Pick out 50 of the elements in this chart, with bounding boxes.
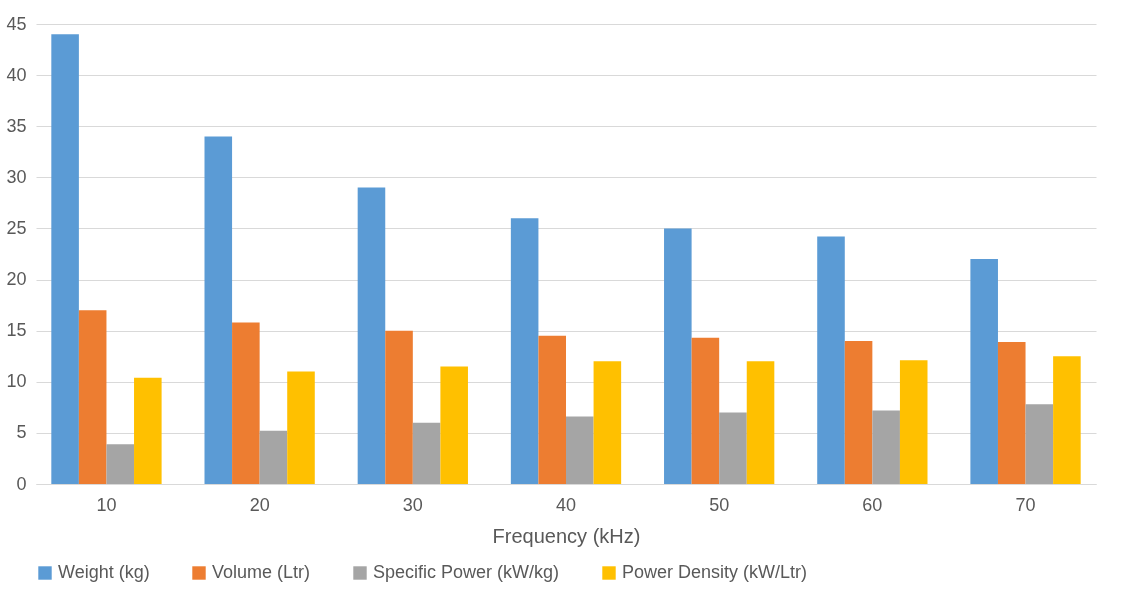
bar bbox=[719, 412, 747, 484]
bar bbox=[1053, 356, 1081, 484]
bar bbox=[440, 366, 468, 484]
x-tick-label: 60 bbox=[862, 494, 883, 515]
bar bbox=[510, 218, 539, 484]
x-tick-label: 10 bbox=[96, 494, 117, 515]
bar bbox=[357, 187, 386, 484]
bar bbox=[1025, 404, 1054, 484]
bar bbox=[385, 330, 413, 484]
bar bbox=[78, 310, 107, 484]
y-tick-label: 20 bbox=[6, 269, 27, 290]
y-tick-label: 5 bbox=[16, 422, 27, 443]
legend-label: Power Density (kW/Ltr) bbox=[622, 562, 808, 582]
bar bbox=[287, 371, 315, 484]
bar bbox=[566, 416, 594, 484]
x-tick-label: 50 bbox=[709, 494, 730, 515]
y-tick-label: 25 bbox=[6, 217, 27, 238]
bar bbox=[844, 340, 873, 484]
legend-label: Weight (kg) bbox=[58, 562, 150, 582]
legend-label: Volume (Ltr) bbox=[212, 562, 311, 582]
bar bbox=[997, 341, 1026, 484]
bar bbox=[691, 337, 720, 484]
bar bbox=[538, 335, 566, 484]
bar bbox=[593, 361, 622, 484]
bar bbox=[664, 228, 692, 484]
legend-label: Specific Power (kW/kg) bbox=[373, 562, 560, 582]
x-tick-label: 70 bbox=[1015, 494, 1036, 515]
bar bbox=[872, 410, 900, 484]
x-tick-label: 40 bbox=[555, 494, 577, 515]
bar bbox=[106, 444, 135, 484]
bar bbox=[746, 361, 775, 484]
y-tick-label: 30 bbox=[6, 166, 27, 187]
bar bbox=[817, 236, 845, 484]
bar bbox=[51, 34, 79, 484]
y-tick-label: 45 bbox=[6, 13, 27, 34]
bar bbox=[970, 259, 998, 484]
y-tick-label: 10 bbox=[6, 371, 27, 392]
bar bbox=[412, 422, 441, 484]
y-tick-label: 0 bbox=[16, 473, 27, 494]
y-tick-label: 40 bbox=[6, 64, 27, 85]
bar bbox=[259, 430, 288, 484]
x-tick-label: 20 bbox=[249, 494, 270, 515]
bar bbox=[204, 136, 233, 484]
x-tick-label: 30 bbox=[402, 494, 423, 515]
bar bbox=[232, 322, 260, 484]
bar bbox=[134, 377, 162, 484]
x-axis-title: Frequency (kHz) bbox=[492, 524, 641, 547]
bar bbox=[899, 360, 928, 484]
y-tick-label: 15 bbox=[6, 320, 27, 341]
y-tick-label: 35 bbox=[6, 115, 27, 136]
